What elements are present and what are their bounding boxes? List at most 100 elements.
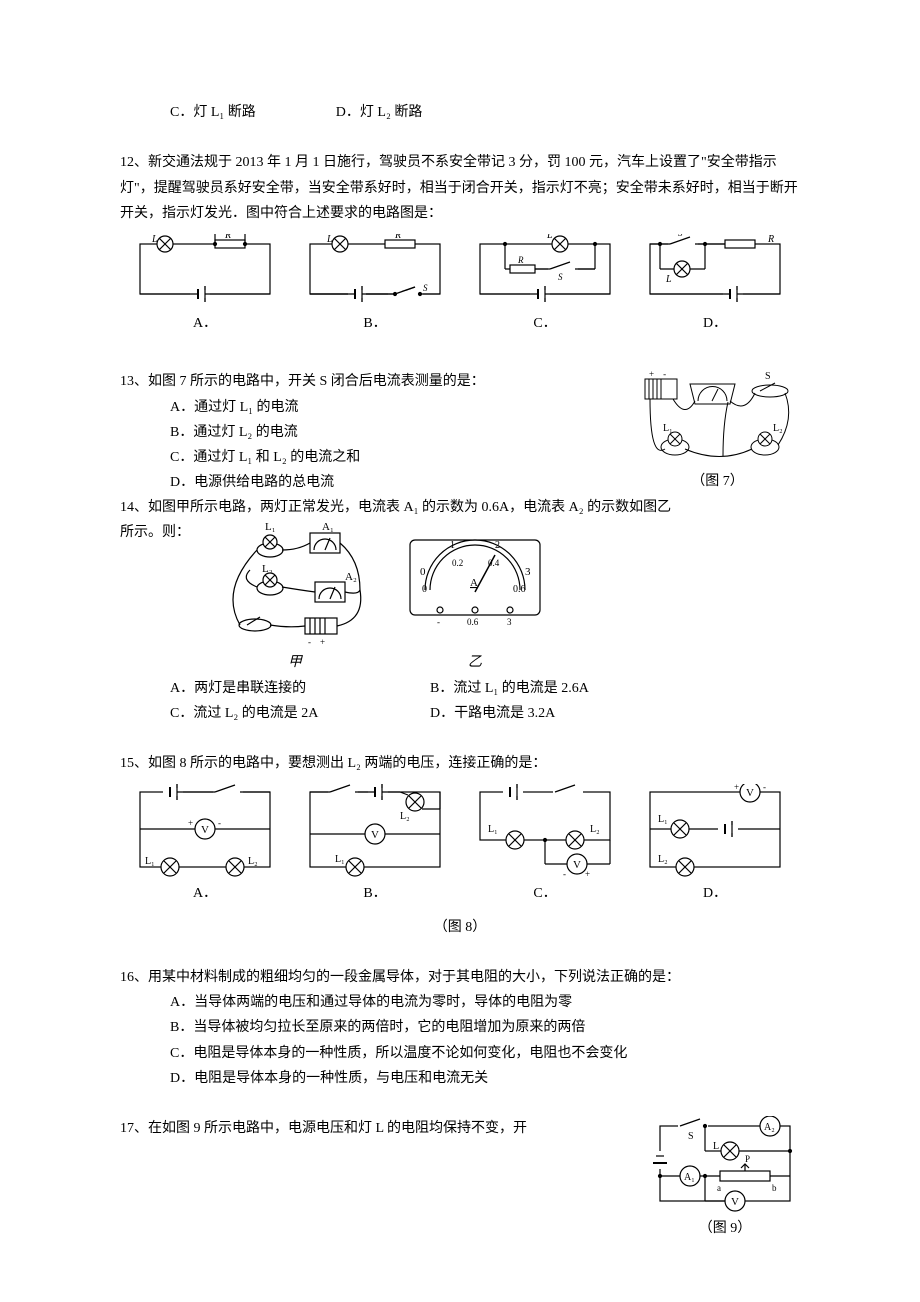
svg-text:L₁: L₁ bbox=[335, 854, 345, 865]
q14-num: 14、 bbox=[120, 500, 148, 515]
q15-circuit-d: V + - L₁ L₂ D． bbox=[640, 784, 790, 906]
q13-num: 13、 bbox=[120, 374, 148, 389]
q13-option-c: C．通过灯 L₁ 和 L₂ 的电流之和 bbox=[120, 445, 635, 470]
svg-text:S: S bbox=[688, 1131, 694, 1142]
q15-label-d: D． bbox=[703, 881, 727, 906]
fig7-svg: + - S L₁ L₂ bbox=[635, 369, 800, 469]
svg-text:2: 2 bbox=[495, 540, 500, 551]
q15-label-b: B． bbox=[363, 881, 386, 906]
q14-option-a: A．两灯是串联连接的 bbox=[170, 676, 390, 701]
q15-b-svg: L₂ V L₁ bbox=[300, 784, 450, 879]
option-c: C．灯 L₁ 断路 bbox=[170, 100, 256, 125]
q15-d-svg: V + - L₁ L₂ bbox=[640, 784, 790, 879]
svg-text:L: L bbox=[326, 234, 333, 245]
svg-text:V: V bbox=[746, 787, 754, 799]
svg-text:L: L bbox=[665, 274, 672, 285]
svg-text:S: S bbox=[558, 272, 563, 282]
q12-circuit-d: S R L D． bbox=[640, 234, 790, 336]
q13-figure: + - S L₁ L₂ bbox=[635, 369, 800, 494]
svg-text:- +: - + bbox=[308, 637, 325, 647]
q17-figure: S A₂ L A₁ bbox=[650, 1116, 800, 1241]
svg-text:a: a bbox=[717, 1183, 721, 1193]
svg-text:-: - bbox=[437, 617, 440, 627]
circuit-d-svg: S R L bbox=[640, 234, 790, 309]
q15-a-svg: V + - L₁ L₂ bbox=[130, 784, 280, 879]
svg-text:L₁: L₁ bbox=[663, 423, 673, 434]
svg-text:L: L bbox=[713, 1141, 719, 1152]
fig-jia-svg: L₁ A₁ L₂ A₂ bbox=[210, 520, 380, 650]
svg-text:V: V bbox=[371, 829, 379, 841]
q13-option-d: D．电源供给电路的总电流 bbox=[120, 470, 635, 495]
q12-text: 新交通法规于 2013 年 1 月 1 日施行，驾驶员不系安全带记 3 分，罚 … bbox=[120, 155, 798, 220]
q13-text: 如图 7 所示的电路中，开关 S 闭合后电流表测量的是： bbox=[148, 374, 485, 389]
q17-num: 17、 bbox=[120, 1121, 148, 1136]
fig7-caption: （图 7） bbox=[691, 469, 744, 494]
svg-text:A: A bbox=[470, 577, 478, 589]
q14-option-b: B．流过 L₁ 的电流是 2.6A bbox=[430, 676, 589, 701]
svg-text:A₁: A₁ bbox=[322, 521, 334, 533]
svg-text:0.6: 0.6 bbox=[513, 584, 526, 595]
question-13: 13、如图 7 所示的电路中，开关 S 闭合后电流表测量的是： A．通过灯 L₁… bbox=[120, 369, 800, 495]
svg-text:V: V bbox=[573, 859, 581, 871]
svg-text:P: P bbox=[745, 1154, 750, 1164]
q14-text2: 所示。则： bbox=[120, 520, 190, 545]
q15-circuit-c: L₁ L₂ V + - C． bbox=[470, 784, 620, 906]
q12-circuit-b: L R S B． bbox=[300, 234, 450, 336]
q14-option-c: C．流过 L₂ 的电流是 2A bbox=[170, 701, 390, 726]
svg-text:L₁: L₁ bbox=[658, 814, 668, 825]
q15-figures: V + - L₁ L₂ A． bbox=[120, 784, 800, 906]
question-14: 14、如图甲所示电路，两灯正常发光，电流表 A₁ 的示数为 0.6A，电流表 A… bbox=[120, 495, 800, 520]
q14-options: A．两灯是串联连接的 B．流过 L₁ 的电流是 2.6A C．流过 L₂ 的电流… bbox=[120, 676, 800, 726]
option-d: D．灯 L₂ 断路 bbox=[336, 100, 423, 125]
q15-c-svg: L₁ L₂ V + - bbox=[470, 784, 620, 879]
circuit-b-svg: L R S bbox=[300, 234, 450, 309]
svg-text:L: L bbox=[151, 234, 158, 245]
svg-text:R: R bbox=[394, 234, 401, 241]
svg-text:L: L bbox=[546, 234, 553, 241]
svg-text:0.2: 0.2 bbox=[452, 558, 463, 568]
q13-option-a: A．通过灯 L₁ 的电流 bbox=[120, 395, 635, 420]
q15-text: 如图 8 所示的电路中，要想测出 L₂ 两端的电压，连接正确的是： bbox=[148, 756, 546, 771]
fig-yi-svg: 0 1 2 3 0.2 0.4 0 0.6 A - 0.6 3 bbox=[400, 520, 550, 650]
svg-text:L₁: L₁ bbox=[145, 856, 155, 867]
svg-text:0: 0 bbox=[422, 584, 427, 595]
svg-text:+: + bbox=[585, 869, 590, 879]
q14-fig-yi: 0 1 2 3 0.2 0.4 0 0.6 A - 0.6 3 乙 bbox=[400, 520, 550, 675]
question-12: 12、新交通法规于 2013 年 1 月 1 日施行，驾驶员不系安全带记 3 分… bbox=[120, 150, 800, 226]
q16-num: 16、 bbox=[120, 970, 148, 985]
svg-text:A₁: A₁ bbox=[684, 1172, 695, 1183]
svg-text:A₂: A₂ bbox=[345, 571, 357, 583]
q15-label-a: A． bbox=[193, 881, 217, 906]
svg-text:L₂: L₂ bbox=[773, 423, 783, 434]
svg-text:R: R bbox=[517, 255, 524, 265]
svg-text:0.6: 0.6 bbox=[467, 617, 479, 627]
q12-label-c: C． bbox=[533, 311, 556, 336]
question-17: 17、在如图 9 所示电路中，电源电压和灯 L 的电阻均保持不变，开 S A₂ bbox=[120, 1116, 800, 1241]
svg-text:0: 0 bbox=[420, 566, 426, 578]
q16-option-b: B．当导体被均匀拉长至原来的两倍时，它的电阻增加为原来的两倍 bbox=[120, 1015, 800, 1040]
q13-option-b: B．通过灯 L₂ 的电流 bbox=[120, 420, 635, 445]
fig8-caption: （图 8） bbox=[120, 915, 800, 940]
svg-text:V: V bbox=[731, 1196, 739, 1208]
fig9-svg: S A₂ L A₁ bbox=[650, 1116, 800, 1216]
circuit-c-svg: L R S bbox=[470, 234, 620, 309]
q12-label-d: D． bbox=[703, 311, 727, 336]
svg-text:L₁: L₁ bbox=[265, 521, 276, 533]
svg-text:S: S bbox=[678, 234, 683, 238]
fig-jia-label: 甲 bbox=[288, 650, 302, 675]
q12-num: 12、 bbox=[120, 155, 148, 170]
svg-text:3: 3 bbox=[507, 617, 512, 627]
q15-num: 15、 bbox=[120, 756, 148, 771]
circuit-a-svg: L R S bbox=[130, 234, 280, 309]
svg-text:L₂: L₂ bbox=[658, 854, 668, 865]
question-16: 16、用某中材料制成的粗细均匀的一段金属导体，对于其电阻的大小，下列说法正确的是… bbox=[120, 965, 800, 990]
svg-text:L₁: L₁ bbox=[488, 824, 498, 835]
q15-circuit-a: V + - L₁ L₂ A． bbox=[130, 784, 280, 906]
q17-text: 在如图 9 所示电路中，电源电压和灯 L 的电阻均保持不变，开 bbox=[148, 1121, 527, 1136]
q16-option-a: A．当导体两端的电压和通过导体的电流为零时，导体的电阻为零 bbox=[120, 990, 800, 1015]
q15-label-c: C． bbox=[533, 881, 556, 906]
q12-label-a: A． bbox=[193, 311, 217, 336]
q11-tail-options: C．灯 L₁ 断路 D．灯 L₂ 断路 bbox=[120, 100, 800, 125]
svg-text:-: - bbox=[218, 818, 221, 828]
fig9-caption: （图 9） bbox=[699, 1216, 752, 1241]
